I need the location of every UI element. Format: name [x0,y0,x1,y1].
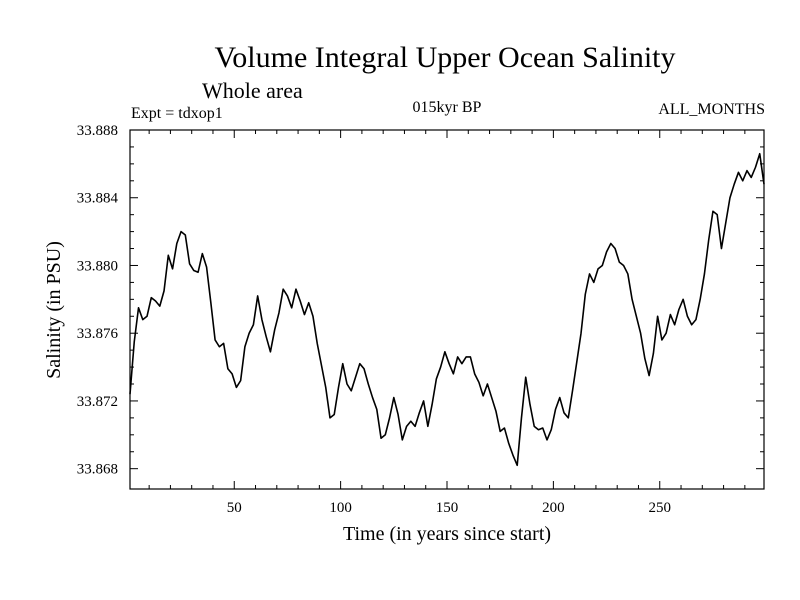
chart-title: Volume Integral Upper Ocean Salinity [215,41,676,74]
x-tick-label: 200 [542,500,565,516]
period-label: 015kyr BP [413,99,482,116]
x-tick-label: 150 [436,500,459,516]
chart-subtitle: Whole area [202,78,303,103]
y-tick-label: 33.884 [77,191,119,207]
experiment-label: Expt = tdxop1 [131,105,223,122]
y-tick-label: 33.880 [77,258,118,274]
tick-marks [130,129,764,489]
y-tick-label: 33.872 [77,394,118,410]
y-tick-label: 33.868 [77,462,118,478]
y-tick-labels: 33.868 33.872 33.876 33.880 33.884 33.888 [77,123,119,478]
x-tick-labels: 50 100 150 200 250 [227,500,671,516]
x-tick-label: 250 [649,500,672,516]
y-tick-label: 33.876 [77,326,119,342]
months-label: ALL_MONTHS [658,101,765,118]
y-axis-label: Salinity (in PSU) [43,241,65,379]
plot-frame [129,129,765,490]
salinity-series-line [129,152,765,467]
x-axis-label: Time (in years since start) [343,523,551,545]
x-tick-label: 50 [227,500,242,516]
x-tick-label: 100 [329,500,352,516]
y-tick-label: 33.888 [77,123,118,139]
